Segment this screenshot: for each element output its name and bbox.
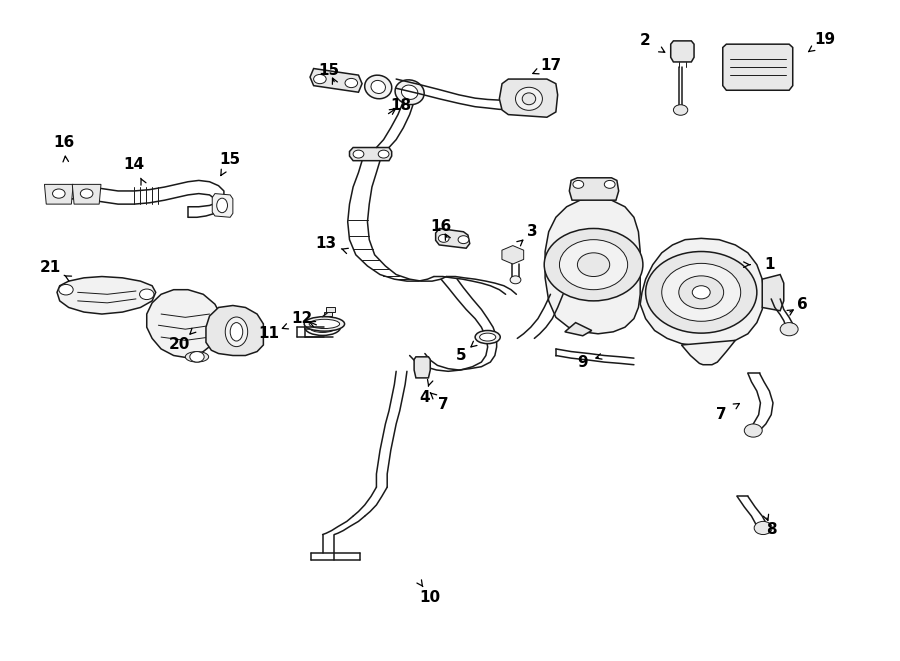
Text: 14: 14 — [123, 157, 145, 172]
Ellipse shape — [401, 85, 418, 99]
Polygon shape — [723, 44, 793, 91]
Circle shape — [544, 229, 643, 301]
Text: 17: 17 — [540, 58, 561, 73]
Polygon shape — [147, 290, 221, 358]
Circle shape — [573, 180, 584, 188]
Polygon shape — [212, 194, 233, 217]
Polygon shape — [349, 147, 392, 161]
Text: 13: 13 — [316, 236, 337, 251]
Polygon shape — [565, 323, 592, 336]
Ellipse shape — [371, 81, 385, 93]
Polygon shape — [670, 41, 694, 62]
Circle shape — [604, 180, 615, 188]
Circle shape — [744, 424, 762, 437]
Ellipse shape — [364, 75, 392, 98]
Text: 19: 19 — [814, 32, 835, 47]
Circle shape — [313, 75, 326, 84]
Circle shape — [578, 253, 609, 276]
Ellipse shape — [522, 93, 536, 104]
Text: 15: 15 — [220, 152, 240, 167]
Text: 10: 10 — [419, 590, 441, 605]
Text: 18: 18 — [390, 98, 411, 113]
Ellipse shape — [309, 319, 339, 329]
Circle shape — [80, 189, 93, 198]
Ellipse shape — [217, 198, 228, 213]
Circle shape — [560, 240, 627, 290]
Circle shape — [58, 284, 73, 295]
Ellipse shape — [225, 317, 248, 346]
Circle shape — [692, 286, 710, 299]
Ellipse shape — [309, 322, 336, 332]
Polygon shape — [762, 274, 784, 311]
Text: 6: 6 — [797, 297, 808, 312]
Text: 16: 16 — [430, 219, 452, 234]
Text: 20: 20 — [168, 338, 190, 352]
Circle shape — [645, 252, 757, 333]
Circle shape — [378, 150, 389, 158]
Ellipse shape — [480, 333, 496, 341]
Circle shape — [345, 79, 357, 88]
Text: 8: 8 — [766, 522, 777, 537]
Ellipse shape — [395, 80, 424, 104]
Circle shape — [679, 276, 724, 309]
Polygon shape — [502, 246, 524, 264]
Text: 5: 5 — [455, 348, 466, 363]
Ellipse shape — [516, 87, 543, 110]
Polygon shape — [500, 79, 558, 117]
Text: 9: 9 — [578, 354, 588, 369]
Text: 4: 4 — [419, 390, 430, 405]
Ellipse shape — [475, 330, 500, 344]
Ellipse shape — [230, 323, 243, 341]
Circle shape — [673, 104, 688, 115]
Circle shape — [458, 236, 469, 244]
Ellipse shape — [185, 352, 209, 362]
Bar — [324, 312, 331, 316]
Ellipse shape — [304, 317, 345, 331]
Polygon shape — [545, 198, 640, 334]
Text: 21: 21 — [40, 260, 61, 276]
Polygon shape — [681, 340, 735, 365]
Polygon shape — [310, 69, 362, 93]
Polygon shape — [436, 229, 470, 249]
Text: 7: 7 — [716, 407, 726, 422]
Text: 12: 12 — [292, 311, 312, 326]
Polygon shape — [44, 184, 73, 204]
Polygon shape — [57, 276, 156, 314]
Circle shape — [140, 289, 154, 299]
Text: 15: 15 — [319, 63, 339, 78]
Polygon shape — [72, 184, 101, 204]
Polygon shape — [206, 305, 264, 356]
Circle shape — [438, 235, 449, 243]
Circle shape — [780, 323, 798, 336]
Bar — [326, 307, 335, 312]
Text: 11: 11 — [258, 327, 279, 341]
Text: 2: 2 — [640, 34, 651, 48]
Circle shape — [754, 522, 772, 535]
Polygon shape — [414, 357, 430, 378]
Circle shape — [510, 276, 521, 284]
Circle shape — [52, 189, 65, 198]
Circle shape — [190, 352, 204, 362]
Text: 16: 16 — [54, 136, 75, 151]
Polygon shape — [570, 178, 618, 200]
Text: 1: 1 — [764, 257, 775, 272]
Polygon shape — [640, 239, 764, 346]
Circle shape — [662, 263, 741, 321]
Ellipse shape — [304, 319, 340, 335]
Circle shape — [353, 150, 364, 158]
Text: 3: 3 — [527, 224, 538, 239]
Text: 7: 7 — [437, 397, 448, 412]
